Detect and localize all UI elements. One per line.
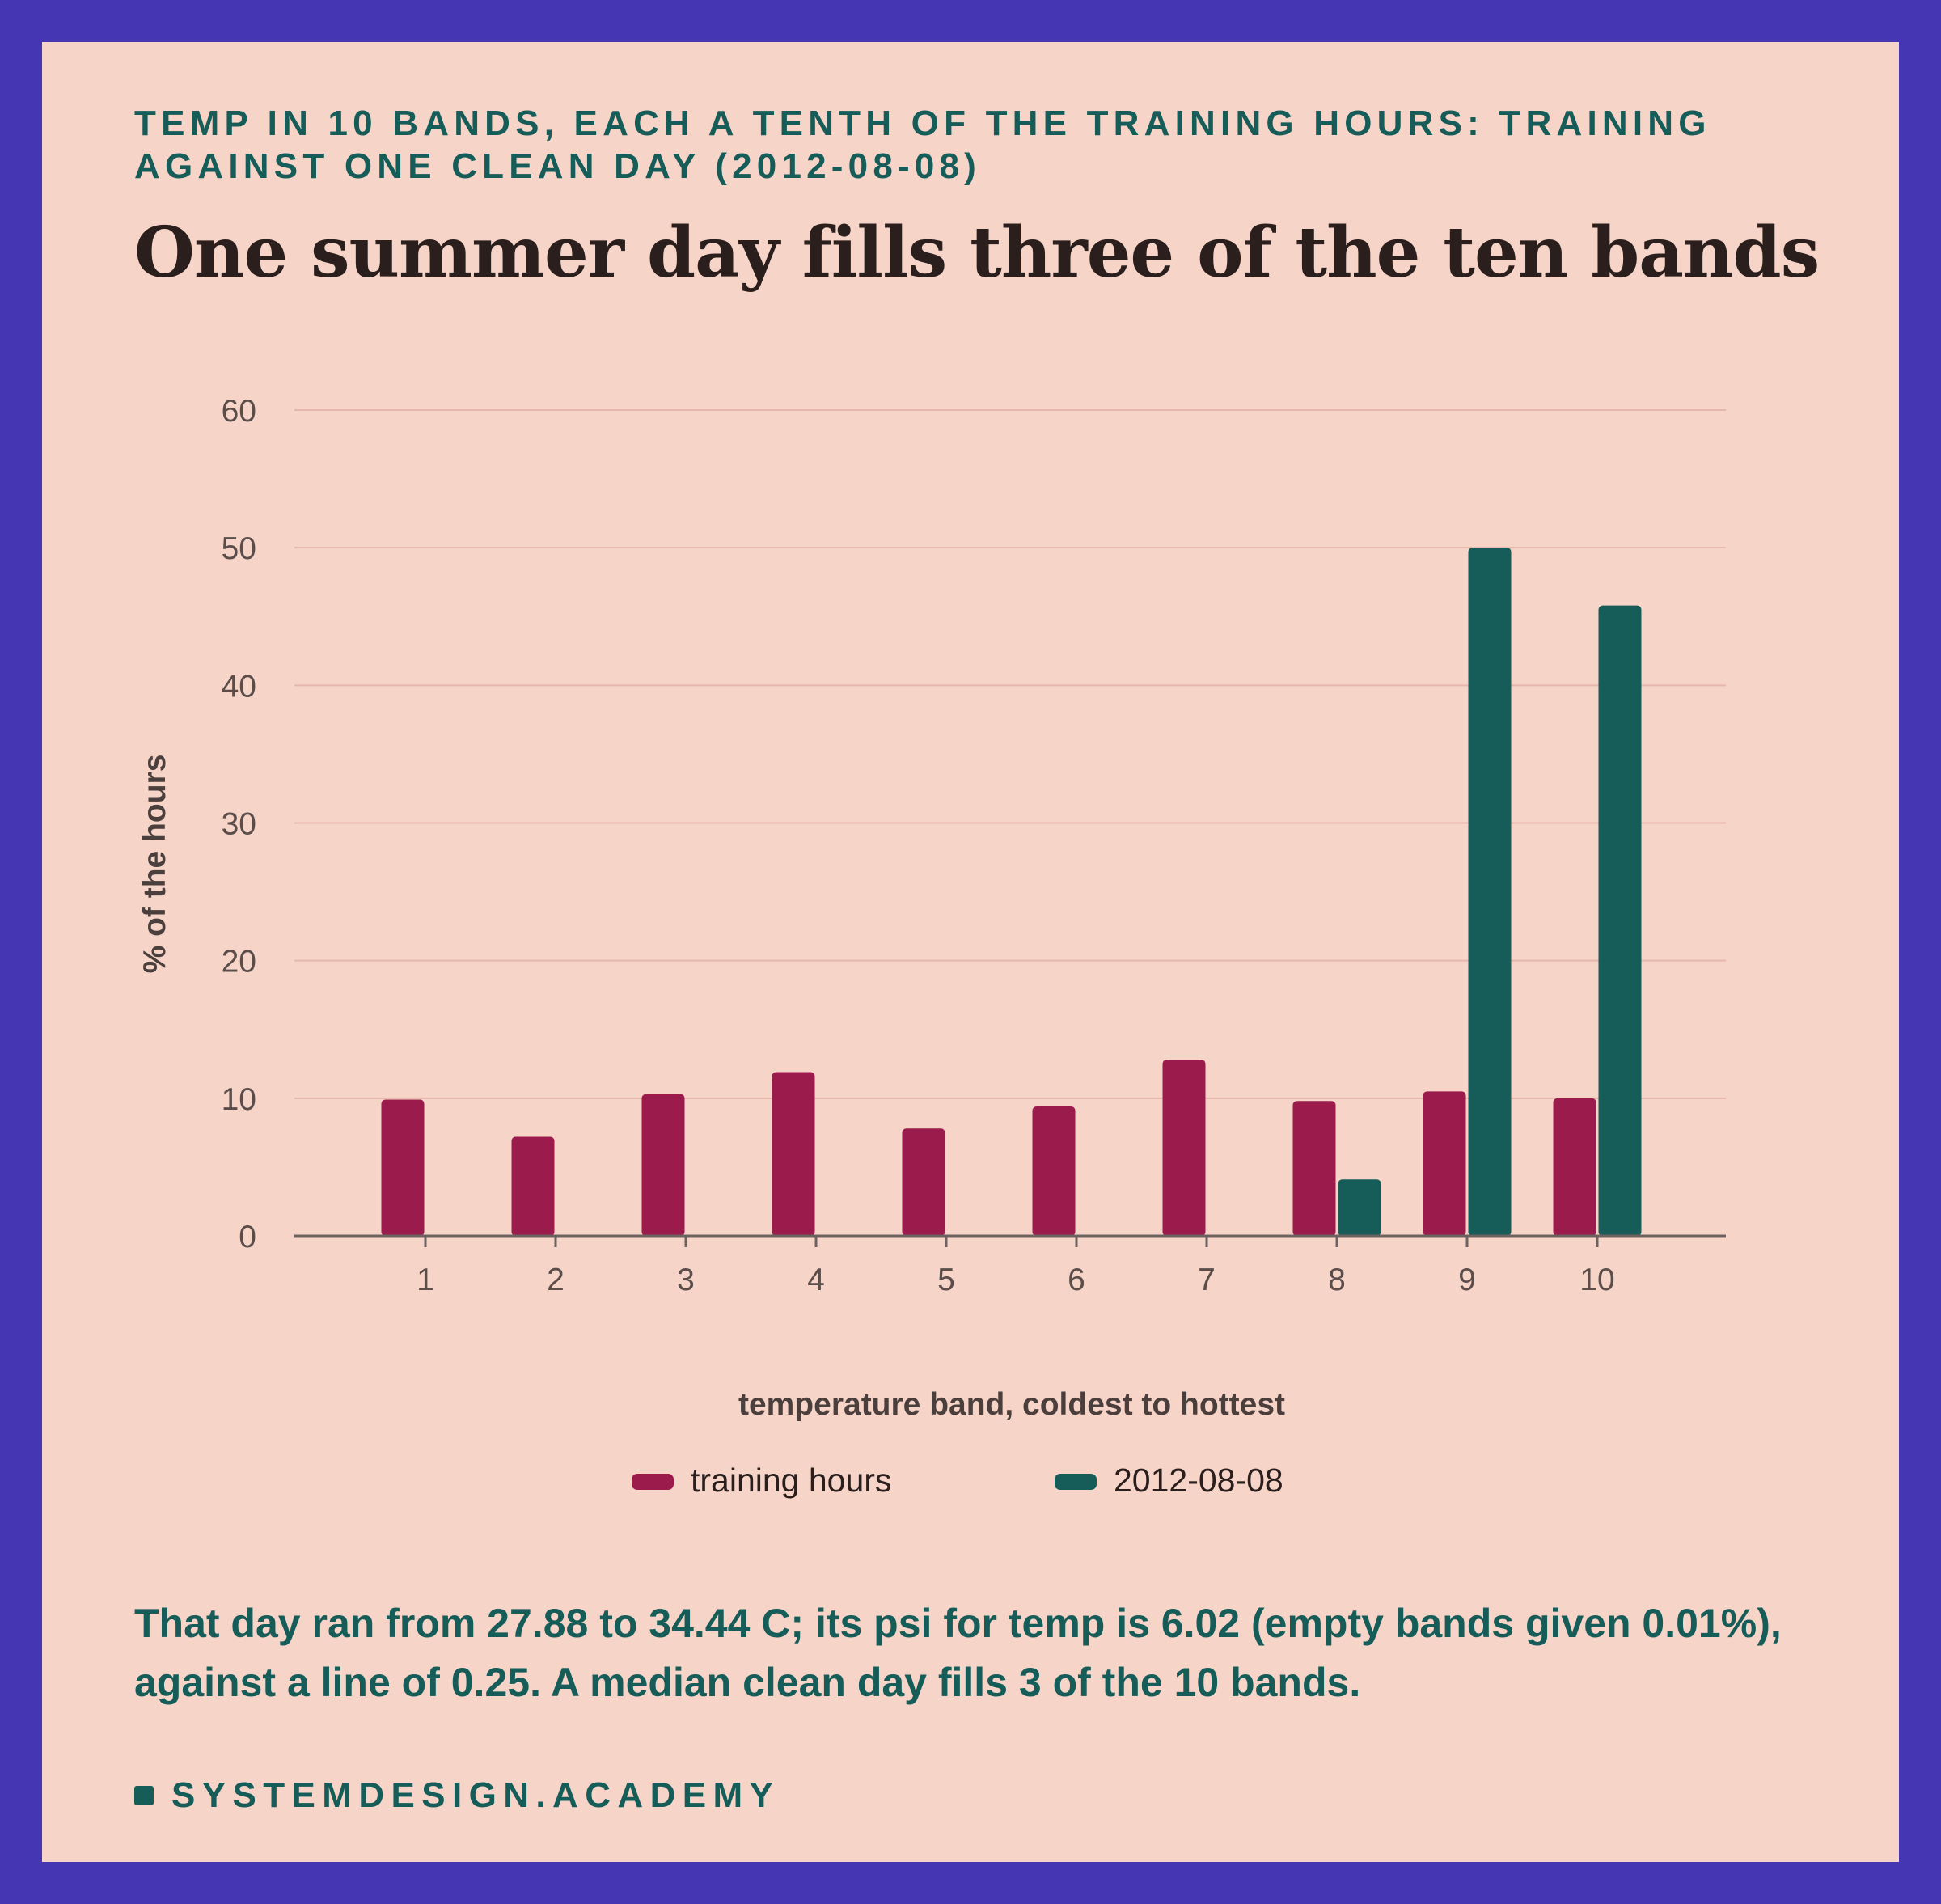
x-tick-label: 5 — [937, 1263, 955, 1297]
x-tick-label: 6 — [1068, 1263, 1085, 1297]
bar-day-band-9 — [1468, 548, 1512, 1236]
x-tick-label: 8 — [1328, 1263, 1346, 1297]
chart-caption: That day ran from 27.88 to 34.44 C; its … — [134, 1601, 1782, 1705]
x-axis-label: temperature band, coldest to hottest — [738, 1387, 1285, 1422]
legend-label-training: training hours — [691, 1462, 891, 1499]
bar-day-band-10 — [1598, 605, 1642, 1236]
legend-swatch-training — [632, 1474, 674, 1490]
bar-training-band-4 — [772, 1072, 815, 1236]
bar-training-band-2 — [511, 1136, 555, 1236]
brand-square-icon — [134, 1786, 154, 1805]
bar-training-band-5 — [902, 1128, 945, 1236]
chart-kicker: TEMP IN 10 BANDS, EACH A TENTH OF THE TR… — [134, 104, 1711, 186]
chart-card: TEMP IN 10 BANDS, EACH A TENTH OF THE TR… — [42, 42, 1899, 1862]
bar-training-band-7 — [1162, 1060, 1206, 1236]
y-tick-label: 30 — [222, 807, 256, 842]
y-tick-label: 0 — [239, 1220, 256, 1255]
x-tick-label: 9 — [1458, 1263, 1476, 1297]
x-tick-label: 4 — [807, 1263, 825, 1297]
legend-label-day: 2012-08-08 — [1114, 1462, 1283, 1499]
chart-headline: One summer day fills three of the ten ba… — [134, 212, 1820, 294]
bar-training-band-6 — [1032, 1106, 1076, 1236]
bar-training-band-10 — [1553, 1098, 1596, 1236]
brand-name: SYSTEMDESIGN.ACADEMY — [171, 1775, 780, 1815]
y-tick-label: 60 — [222, 394, 256, 429]
y-tick-label: 40 — [222, 669, 256, 704]
brand: SYSTEMDESIGN.ACADEMY — [134, 1775, 780, 1816]
x-tick-label: 10 — [1579, 1263, 1614, 1297]
bar-chart: 0 10 20 30 40 50 60 1 2 3 4 5 6 7 8 9 10 temperature band… — [137, 394, 1726, 1499]
bar-training-band-1 — [381, 1099, 425, 1236]
bar-training-band-3 — [641, 1094, 685, 1236]
x-tick-label: 3 — [677, 1263, 695, 1297]
y-tick-label: 10 — [222, 1082, 256, 1117]
y-axis-label: % of the hours — [137, 755, 172, 974]
x-tick-label: 7 — [1198, 1263, 1216, 1297]
bar-training-band-9 — [1423, 1091, 1466, 1236]
x-tick-label: 1 — [417, 1263, 434, 1297]
y-tick-label: 50 — [222, 531, 256, 566]
y-tick-label: 20 — [222, 945, 256, 980]
x-tick-label: 2 — [547, 1263, 565, 1297]
bar-day-band-8 — [1338, 1179, 1381, 1236]
legend-swatch-day — [1055, 1474, 1097, 1490]
bar-training-band-8 — [1292, 1101, 1336, 1236]
